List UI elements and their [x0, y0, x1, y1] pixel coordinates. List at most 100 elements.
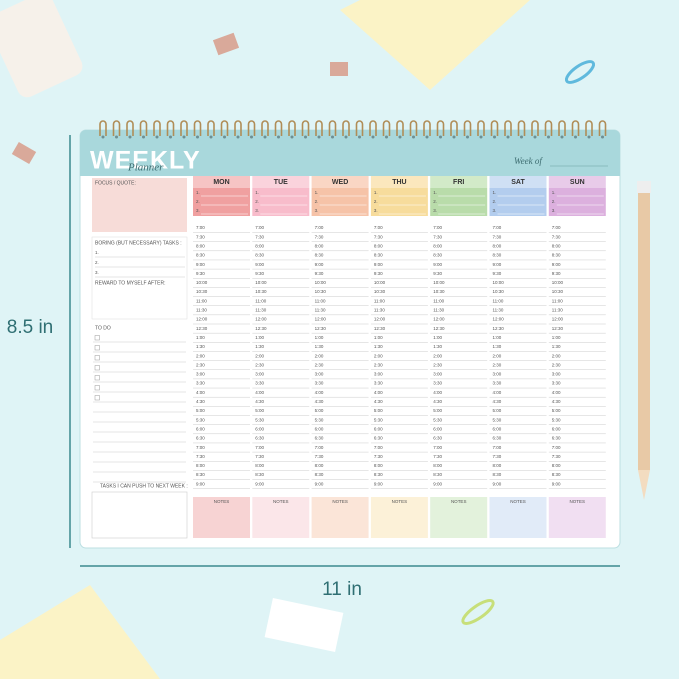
day-header: [489, 176, 547, 188]
spiral-ring: [112, 120, 121, 136]
time-label: 5:30: [493, 417, 502, 422]
list-number: 1.: [552, 190, 556, 195]
pencil: [638, 185, 650, 470]
time-label: 9:30: [433, 271, 442, 276]
time-label: 5:00: [433, 408, 442, 413]
time-label: 7:30: [315, 234, 324, 239]
time-label: 12:00: [493, 317, 505, 322]
time-label: 8:30: [374, 472, 383, 477]
time-label: 10:00: [433, 280, 445, 285]
notes-label: NOTES: [451, 499, 467, 504]
time-label: 5:00: [493, 408, 502, 413]
time-label: 11:30: [493, 308, 504, 313]
time-label: 7:00: [433, 225, 442, 230]
list-number: 3.: [95, 270, 99, 275]
spiral-ring: [261, 120, 269, 136]
time-label: 6:30: [255, 436, 264, 441]
time-label: 7:00: [374, 445, 383, 450]
spiral-ring: [517, 120, 526, 136]
ring-hole: [493, 135, 496, 139]
list-number: 3.: [552, 208, 556, 213]
time-label: 4:00: [255, 390, 264, 395]
time-label: 1:30: [433, 344, 442, 349]
spiral-ring: [436, 120, 445, 136]
time-label: 2:00: [433, 353, 442, 358]
time-label: 7:30: [196, 454, 205, 459]
day-label: SUN: [570, 179, 585, 186]
spiral-ring: [355, 120, 364, 136]
notes-box: [370, 497, 428, 538]
list-number: 2.: [255, 199, 259, 204]
time-label: 8:30: [493, 472, 502, 477]
time-label: 8:00: [433, 463, 442, 468]
day-box: [489, 188, 547, 216]
time-label: 5:30: [433, 417, 442, 422]
time-label: 6:00: [552, 426, 561, 431]
day-label: TUE: [274, 179, 288, 186]
time-label: 11:00: [315, 298, 326, 303]
boring-label: BORING (BUT NECESSARY) TASKS :: [95, 240, 182, 246]
list-number: 3.: [493, 208, 497, 213]
ring-hole: [155, 135, 159, 139]
list-number: 2.: [374, 199, 378, 204]
spiral-ring: [328, 120, 337, 136]
time-label: 6:30: [315, 436, 324, 441]
ring-hole: [209, 135, 213, 139]
ring-hole: [331, 135, 334, 139]
time-label: 9:00: [255, 262, 264, 267]
time-label: 6:30: [433, 436, 442, 441]
day-box: [430, 188, 488, 216]
subtitle: Planner: [127, 162, 164, 174]
spiral-ring: [463, 120, 472, 136]
height-label: 8.5 in: [7, 317, 53, 338]
ring-hole: [169, 135, 172, 139]
spiral-ring: [504, 120, 512, 136]
ring-hole: [560, 135, 564, 139]
ring-hole: [412, 135, 415, 139]
spiral-ring: [342, 120, 350, 136]
time-label: 4:00: [315, 390, 324, 395]
pencil-tip: [638, 470, 650, 500]
time-label: 5:30: [552, 417, 561, 422]
notes-label: NOTES: [214, 499, 230, 504]
ring-hole: [574, 135, 577, 139]
ring-hole: [142, 135, 145, 139]
time-label: 8:30: [552, 253, 561, 258]
time-label: 7:30: [433, 454, 442, 459]
time-label: 6:00: [315, 426, 324, 431]
time-label: 1:00: [493, 335, 502, 340]
day-label: WED: [332, 179, 348, 186]
time-label: 7:30: [552, 454, 561, 459]
time-label: 10:00: [552, 280, 564, 285]
time-label: 2:30: [315, 362, 324, 367]
time-label: 10:30: [493, 289, 505, 294]
ring-hole: [385, 135, 388, 139]
time-label: 3:30: [493, 381, 502, 386]
ring-hole: [277, 135, 280, 139]
list-number: 3.: [255, 208, 259, 213]
list-number: 1.: [315, 190, 319, 195]
time-label: 4:30: [315, 399, 324, 404]
notes-box: [430, 497, 488, 538]
spiral-ring: [220, 120, 229, 136]
time-label: 12:00: [255, 317, 267, 322]
time-label: 4:00: [552, 390, 561, 395]
time-label: 9:30: [374, 271, 383, 276]
spiral-ring: [247, 120, 256, 136]
checkbox: [94, 395, 100, 401]
time-label: 8:30: [255, 253, 264, 258]
time-label: 3:30: [433, 381, 442, 386]
list-number: 1.: [255, 190, 259, 195]
time-label: 4:30: [374, 399, 383, 404]
time-label: 3:00: [315, 372, 324, 377]
time-label: 6:30: [552, 436, 561, 441]
time-label: 10:30: [433, 289, 445, 294]
time-label: 10:30: [255, 289, 267, 294]
time-label: 7:00: [433, 445, 442, 450]
time-label: 12:00: [315, 317, 327, 322]
ring-hole: [601, 135, 604, 139]
time-label: 1:00: [315, 335, 324, 340]
push-label: TASKS I CAN PUSH TO NEXT WEEK :: [100, 483, 188, 489]
ring-hole: [466, 135, 469, 139]
week-of: Week of: [514, 156, 543, 166]
